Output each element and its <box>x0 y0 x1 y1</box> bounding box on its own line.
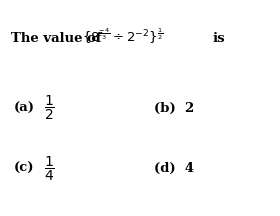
Text: The value of: The value of <box>11 32 102 45</box>
Text: (b)  2: (b) 2 <box>154 102 194 114</box>
Text: $\dfrac{1}{4}$: $\dfrac{1}{4}$ <box>44 154 54 183</box>
Text: is: is <box>213 32 225 45</box>
Text: (c): (c) <box>14 162 34 175</box>
Text: (a): (a) <box>14 102 35 114</box>
Text: $\left\{8^{\frac{-4}{3}} \div 2^{-2}\right\}^{\frac{1}{2}}$: $\left\{8^{\frac{-4}{3}} \div 2^{-2}\rig… <box>82 27 164 46</box>
Text: $\dfrac{1}{2}$: $\dfrac{1}{2}$ <box>44 94 54 122</box>
Text: (d)  4: (d) 4 <box>154 162 194 175</box>
